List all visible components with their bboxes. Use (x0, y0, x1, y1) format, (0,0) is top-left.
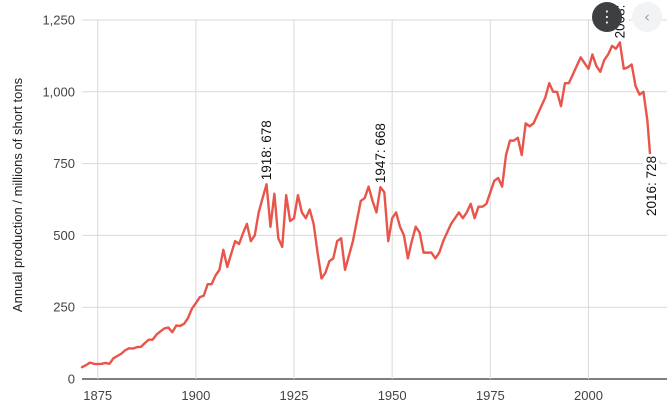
x-axis-ticks: 1875 1900 1925 1950 1975 2000 (83, 388, 603, 403)
annotation-bg-1947 (371, 121, 389, 186)
annotation-1947: 1947: 668 (371, 121, 389, 186)
y-axis-ticks: 0 250 500 750 1,000 1,250 (42, 13, 75, 387)
x-tick-label-1900: 1900 (181, 388, 210, 403)
annotation-2016: 2016: 728 (642, 153, 660, 218)
back-button[interactable]: ‹ (632, 2, 662, 32)
x-tick-label-1950: 1950 (378, 388, 407, 403)
more-vert-icon: ⋮ (599, 7, 615, 26)
x-tick-label-1925: 1925 (280, 388, 309, 403)
annotation-1918: 1918: 678 (258, 118, 276, 183)
y-tick-label-250: 250 (53, 300, 75, 315)
annotation-bg-2016 (642, 153, 660, 218)
y-tick-label-750: 750 (53, 156, 75, 171)
annotation-label-2016: 2016: 728 (644, 156, 659, 216)
annotation-label-1918: 1918: 678 (259, 120, 274, 180)
series-line (80, 41, 661, 369)
more-options-button[interactable]: ⋮ (592, 2, 622, 32)
y-tick-label-500: 500 (53, 228, 75, 243)
x-tick-label-2000: 2000 (574, 388, 603, 403)
x-tick-label-1875: 1875 (83, 388, 112, 403)
grid-lines (82, 19, 667, 380)
y-tick-label-1250: 1,250 (42, 13, 75, 28)
y-tick-label-0: 0 (68, 372, 75, 387)
annotation-label-1947: 1947: 668 (373, 123, 388, 183)
x-tick-label-1975: 1975 (476, 388, 505, 403)
y-axis-label: Annual production / millions of short to… (10, 77, 25, 312)
y-tick-label-1000: 1,000 (42, 84, 75, 99)
chevron-left-icon: ‹ (644, 8, 650, 26)
annotation-bg-1918 (258, 118, 276, 183)
